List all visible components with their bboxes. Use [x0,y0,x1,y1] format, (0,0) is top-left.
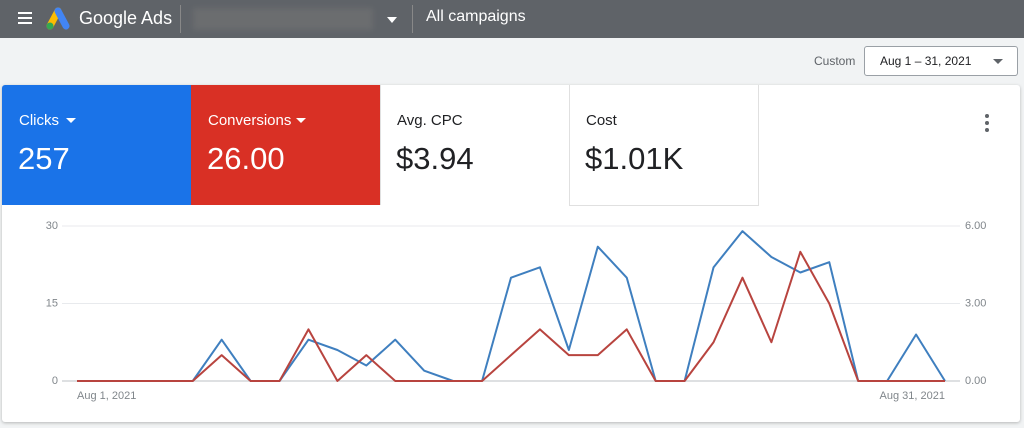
scorecard-value: 26.00 [207,141,285,176]
dropdown-arrow [296,118,306,123]
scorecard[interactable]: Conversions 26.00 [191,85,381,205]
scorecard[interactable]: Cost $1.01K [569,85,759,206]
series-line [77,230,946,382]
dropdown-arrow [66,118,76,123]
divider [180,5,181,33]
page-title: All campaigns [426,8,526,25]
scorecard-label: Conversions [208,112,292,129]
scorecard-value: $1.01K [585,141,684,176]
logo [46,7,70,30]
scorecard-value: 257 [18,141,70,176]
y-tick-label: 15 [46,297,58,309]
more-menu[interactable] [984,113,990,133]
dropdown-arrow [993,59,1003,64]
account-blurred[interactable] [193,8,373,30]
scorecard[interactable]: Clicks 257 [2,85,192,205]
date-label: Custom [814,54,856,68]
x-tick-label: Aug 31, 2021 [880,390,945,402]
y2-tick-label: 0.00 [965,375,986,387]
menu-icon[interactable] [18,11,34,25]
date-value: Aug 1 – 31, 2021 [880,54,972,68]
x-tick-label: Aug 1, 2021 [77,390,136,402]
scorecard-label: Avg. CPC [397,112,463,129]
scorecard[interactable]: Avg. CPC $3.94 [380,85,570,205]
scorecard-label: Cost [586,112,617,129]
scorecard-value: $3.94 [396,141,474,176]
y-tick-label: 0 [52,375,58,387]
product-name: Google Ads [79,8,173,28]
y2-tick-label: 3.00 [965,297,986,309]
y2-tick-label: 6.00 [965,220,986,232]
series-line [77,250,945,382]
date-picker[interactable]: Aug 1 – 31, 2021 [864,46,1018,76]
account-dropdown[interactable] [387,17,397,23]
divider [412,5,413,33]
top-bar: Google Ads All campaigns [0,0,1024,38]
overview-card: Clicks 257 Conversions 26.00 Avg. CPC $3… [2,85,1020,422]
y-tick-label: 30 [46,220,58,232]
scorecard-label: Clicks [19,112,59,129]
